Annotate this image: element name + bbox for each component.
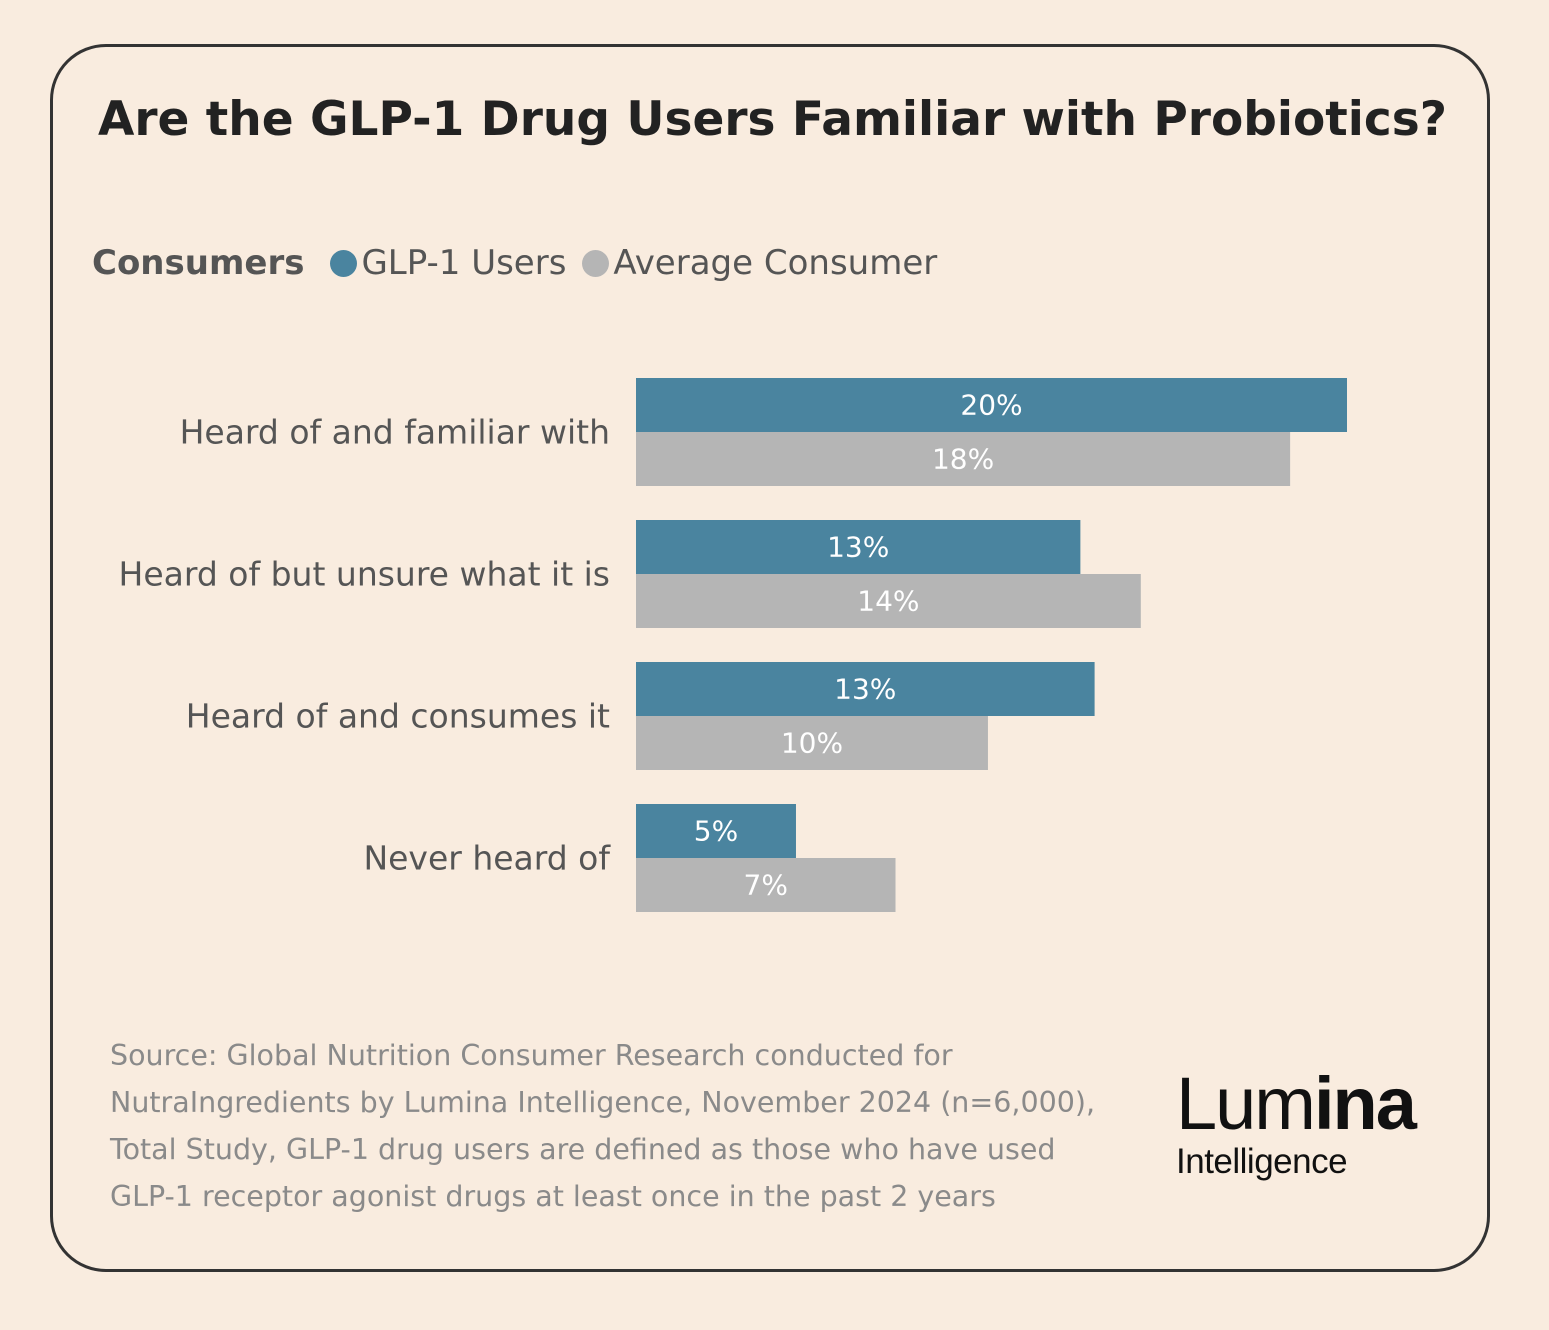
data-label-glp-1-users-never-heard-of: 5% bbox=[694, 815, 738, 848]
bar-average-consumer-never-heard-of bbox=[636, 858, 896, 912]
category-label-heard-of-and-familiar-with: Heard of and familiar with bbox=[180, 413, 610, 452]
legend-swatch-glp1 bbox=[330, 249, 358, 277]
source-line: Source: Global Nutrition Consumer Resear… bbox=[110, 1039, 953, 1072]
bar-glp-1-users-heard-of-and-consumes-it bbox=[636, 662, 1095, 716]
chart-title: Are the GLP-1 Drug Users Familiar with P… bbox=[98, 92, 1447, 147]
logo-text-bold: ina bbox=[1313, 1062, 1417, 1145]
category-label-heard-of-and-consumes-it: Heard of and consumes it bbox=[186, 697, 610, 736]
data-label-glp-1-users-heard-of-but-unsure-what-it-is: 13% bbox=[827, 531, 889, 564]
category-label-never-heard-of: Never heard of bbox=[363, 839, 611, 878]
source-line: NutraIngredients by Lumina Intelligence,… bbox=[110, 1086, 1096, 1119]
lumina-logo: Lumina Intelligence bbox=[1176, 1066, 1417, 1182]
source-note: Source: Global Nutrition Consumer Resear… bbox=[110, 1032, 1150, 1220]
data-label-average-consumer-never-heard-of: 7% bbox=[744, 869, 788, 902]
legend-label-average: Average Consumer bbox=[613, 243, 938, 283]
bar-glp-1-users-heard-of-but-unsure-what-it-is bbox=[636, 520, 1081, 574]
bar-average-consumer-heard-of-but-unsure-what-it-is bbox=[636, 574, 1141, 628]
category-label-heard-of-but-unsure-what-it-is: Heard of but unsure what it is bbox=[119, 555, 610, 594]
data-label-average-consumer-heard-of-and-familiar-with: 18% bbox=[932, 443, 994, 476]
legend-label-glp1: GLP-1 Users bbox=[361, 243, 567, 283]
legend-item-average: Average Consumer bbox=[582, 243, 937, 283]
logo-text-light: Lum bbox=[1176, 1062, 1316, 1145]
bar-glp-1-users-heard-of-and-familiar-with bbox=[636, 378, 1347, 432]
source-line: Total Study, GLP-1 drug users are define… bbox=[110, 1133, 1056, 1166]
source-line: GLP-1 receptor agonist drugs at least on… bbox=[110, 1180, 996, 1213]
data-label-average-consumer-heard-of-and-consumes-it: 10% bbox=[781, 727, 843, 760]
legend-title: Consumers bbox=[92, 243, 305, 283]
legend-swatch-average bbox=[582, 249, 610, 277]
data-label-glp-1-users-heard-of-and-familiar-with: 20% bbox=[960, 389, 1022, 422]
logo-wordmark: Lumina bbox=[1176, 1066, 1417, 1142]
chart-card bbox=[50, 44, 1490, 1272]
data-label-average-consumer-heard-of-but-unsure-what-it-is: 14% bbox=[857, 585, 919, 618]
legend: Consumers GLP-1 Users Average Consumer bbox=[92, 240, 953, 286]
bar-average-consumer-heard-of-and-familiar-with bbox=[636, 432, 1291, 486]
bar-average-consumer-heard-of-and-consumes-it bbox=[636, 716, 988, 770]
logo-subtitle: Intelligence bbox=[1176, 1142, 1348, 1181]
legend-item-glp1: GLP-1 Users bbox=[330, 243, 566, 283]
data-label-glp-1-users-heard-of-and-consumes-it: 13% bbox=[834, 673, 896, 706]
bar-glp-1-users-never-heard-of bbox=[636, 804, 796, 858]
